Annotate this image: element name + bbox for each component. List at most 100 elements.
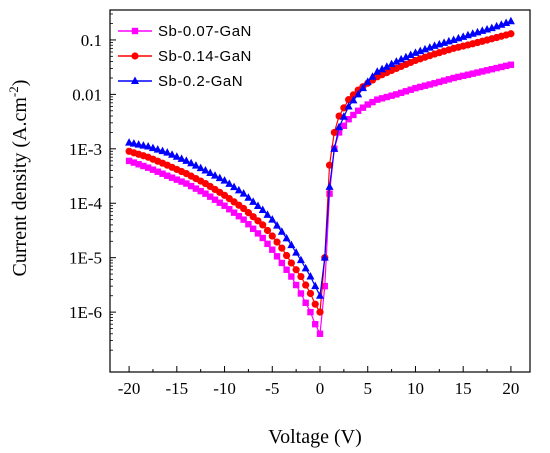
x-tick-label: -5 <box>265 379 279 398</box>
legend-label: Sb-0.2-GaN <box>158 73 243 90</box>
data-point <box>325 182 334 190</box>
data-point <box>455 73 462 81</box>
y-axis-title-superscript: -2 <box>6 86 21 97</box>
data-point <box>206 168 215 177</box>
data-point <box>316 291 324 299</box>
data-point <box>159 170 166 177</box>
data-point <box>307 308 314 316</box>
y-tick-label: 1E-4 <box>69 194 103 213</box>
legend-item: Sb-0.14-GaN <box>118 48 251 65</box>
data-point <box>316 308 324 316</box>
data-point <box>187 182 195 190</box>
data-point <box>459 72 467 80</box>
data-point <box>349 95 358 104</box>
data-point <box>358 83 367 92</box>
data-point <box>240 216 247 223</box>
data-point <box>498 63 505 71</box>
data-point <box>263 226 272 235</box>
data-point <box>316 330 324 337</box>
data-point <box>288 273 295 280</box>
data-point <box>168 150 177 158</box>
data-point <box>506 16 515 25</box>
y-tick-label: 0.01 <box>72 85 102 104</box>
data-point <box>259 221 267 229</box>
data-point <box>330 144 339 152</box>
data-point <box>282 251 291 260</box>
data-point <box>302 299 309 307</box>
data-point <box>168 174 176 181</box>
data-point <box>401 52 410 61</box>
data-point <box>268 232 276 240</box>
data-point <box>321 282 328 290</box>
data-point <box>273 253 281 260</box>
y-tick-label: 1E-6 <box>69 303 102 322</box>
data-point <box>125 138 134 146</box>
data-point <box>273 221 282 229</box>
data-point <box>207 193 214 200</box>
data-point <box>230 182 239 191</box>
data-point <box>131 76 139 84</box>
y-axis-title: Current density (A.cm-2) <box>6 80 31 277</box>
data-point <box>278 244 286 252</box>
data-point <box>149 166 157 173</box>
x-tick-label: -20 <box>118 379 141 398</box>
data-point <box>479 68 486 75</box>
series-sb-0-07-gan <box>125 61 515 337</box>
data-point <box>354 107 362 114</box>
data-point <box>311 281 320 290</box>
data-point <box>254 217 262 225</box>
data-point <box>131 27 139 35</box>
data-point <box>172 152 181 160</box>
data-point <box>277 227 286 235</box>
data-point <box>258 205 267 214</box>
data-point <box>306 289 315 298</box>
data-point <box>354 89 363 98</box>
data-point <box>311 300 319 308</box>
data-point <box>340 104 348 112</box>
x-tick-label: 20 <box>502 379 519 398</box>
data-point <box>359 104 367 111</box>
data-point <box>426 81 433 88</box>
data-point <box>412 84 419 92</box>
data-point <box>201 165 210 174</box>
data-point <box>254 230 262 237</box>
data-point <box>283 266 290 273</box>
data-point <box>383 93 391 101</box>
data-point <box>239 189 248 197</box>
data-point <box>378 95 386 102</box>
data-point <box>131 52 139 60</box>
data-point <box>173 176 181 183</box>
data-point <box>225 179 234 187</box>
data-point <box>340 122 348 130</box>
legend-label: Sb-0.07-GaN <box>158 23 252 40</box>
data-point <box>148 143 157 152</box>
data-point <box>129 139 138 147</box>
data-point <box>191 161 200 169</box>
data-point <box>211 171 219 179</box>
legend-item: Sb-0.07-GaN <box>118 23 252 40</box>
data-point <box>211 196 219 203</box>
data-point <box>373 67 382 75</box>
data-point <box>445 76 453 83</box>
data-point <box>335 122 344 131</box>
data-point <box>469 70 476 77</box>
data-point <box>183 180 190 187</box>
x-tick-label: -10 <box>213 379 236 398</box>
data-point <box>493 64 500 72</box>
data-point <box>312 320 319 328</box>
data-point <box>388 92 395 99</box>
data-point <box>301 263 310 272</box>
data-point <box>259 234 266 242</box>
data-point <box>450 74 457 82</box>
data-point <box>278 259 286 267</box>
data-point <box>140 162 147 170</box>
data-point <box>287 259 295 267</box>
data-point <box>297 272 305 281</box>
data-point <box>192 185 200 192</box>
data-point <box>364 101 371 108</box>
series-sb-0-2-gan <box>125 16 515 299</box>
data-point <box>244 193 253 201</box>
data-point <box>335 112 343 120</box>
y-tick-label: 1E-3 <box>69 140 102 159</box>
data-point <box>330 128 338 137</box>
